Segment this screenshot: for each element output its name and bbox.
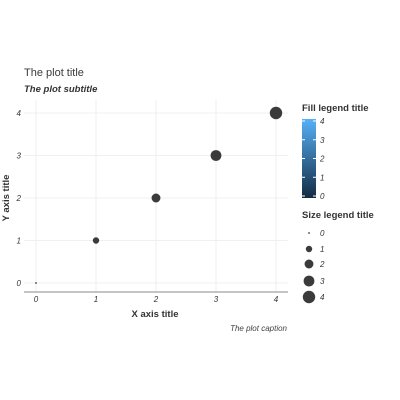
- x-tick-label: 3: [214, 295, 219, 304]
- chart-caption: The plot caption: [230, 324, 287, 333]
- axis-ticks: 0 1 2 3 4 0 1 2 3 4: [16, 109, 279, 304]
- data-point: [210, 150, 222, 161]
- chart-title: The plot title: [24, 67, 84, 79]
- size-legend-key: [308, 232, 310, 234]
- fill-legend-ticks: 0 1 2 3 4: [302, 117, 325, 201]
- x-tick-label: 2: [153, 295, 159, 304]
- y-tick-label: 2: [16, 194, 22, 203]
- size-legend-label: 0: [320, 229, 325, 238]
- size-legend-key: [304, 259, 314, 269]
- data-points: [35, 106, 283, 284]
- size-legend: Size legend title 0 1 2 3 4: [302, 210, 374, 304]
- fill-legend-label: 0: [320, 192, 325, 201]
- x-tick-label: 4: [274, 295, 279, 304]
- size-legend-label: 2: [319, 260, 325, 269]
- fill-legend-label: 2: [319, 155, 325, 164]
- fill-legend-label: 3: [320, 136, 325, 145]
- fill-legend-title: Fill legend title: [302, 103, 369, 114]
- size-legend-label: 3: [320, 277, 325, 286]
- data-point: [151, 193, 161, 203]
- y-axis-title: Y axis title: [1, 175, 12, 222]
- y-tick-label: 3: [17, 152, 22, 161]
- fill-legend-label: 1: [320, 173, 324, 182]
- data-point: [92, 237, 100, 244]
- x-tick-label: 1: [94, 295, 98, 304]
- chart-subtitle: The plot subtitle: [24, 84, 98, 95]
- size-legend-label: 1: [320, 245, 324, 254]
- data-point: [35, 282, 37, 284]
- size-legend-title: Size legend title: [302, 210, 374, 221]
- size-legend-key: [305, 245, 313, 253]
- size-legend-key: [302, 290, 316, 304]
- fill-legend: Fill legend title 0 1 2 3 4: [302, 103, 369, 201]
- x-axis-title: X axis title: [132, 309, 179, 320]
- fill-colorbar: [302, 119, 316, 198]
- x-tick-label: 0: [34, 295, 39, 304]
- y-tick-label: 1: [17, 237, 21, 246]
- y-tick-label: 4: [17, 109, 22, 118]
- size-legend-key: [303, 275, 315, 287]
- y-tick-label: 0: [17, 279, 22, 288]
- grid-lines: [24, 100, 288, 292]
- fill-legend-label: 4: [320, 117, 325, 126]
- data-point: [269, 106, 283, 120]
- size-legend-label: 4: [320, 293, 325, 302]
- size-legend-keys: 0 1 2 3 4: [302, 229, 325, 304]
